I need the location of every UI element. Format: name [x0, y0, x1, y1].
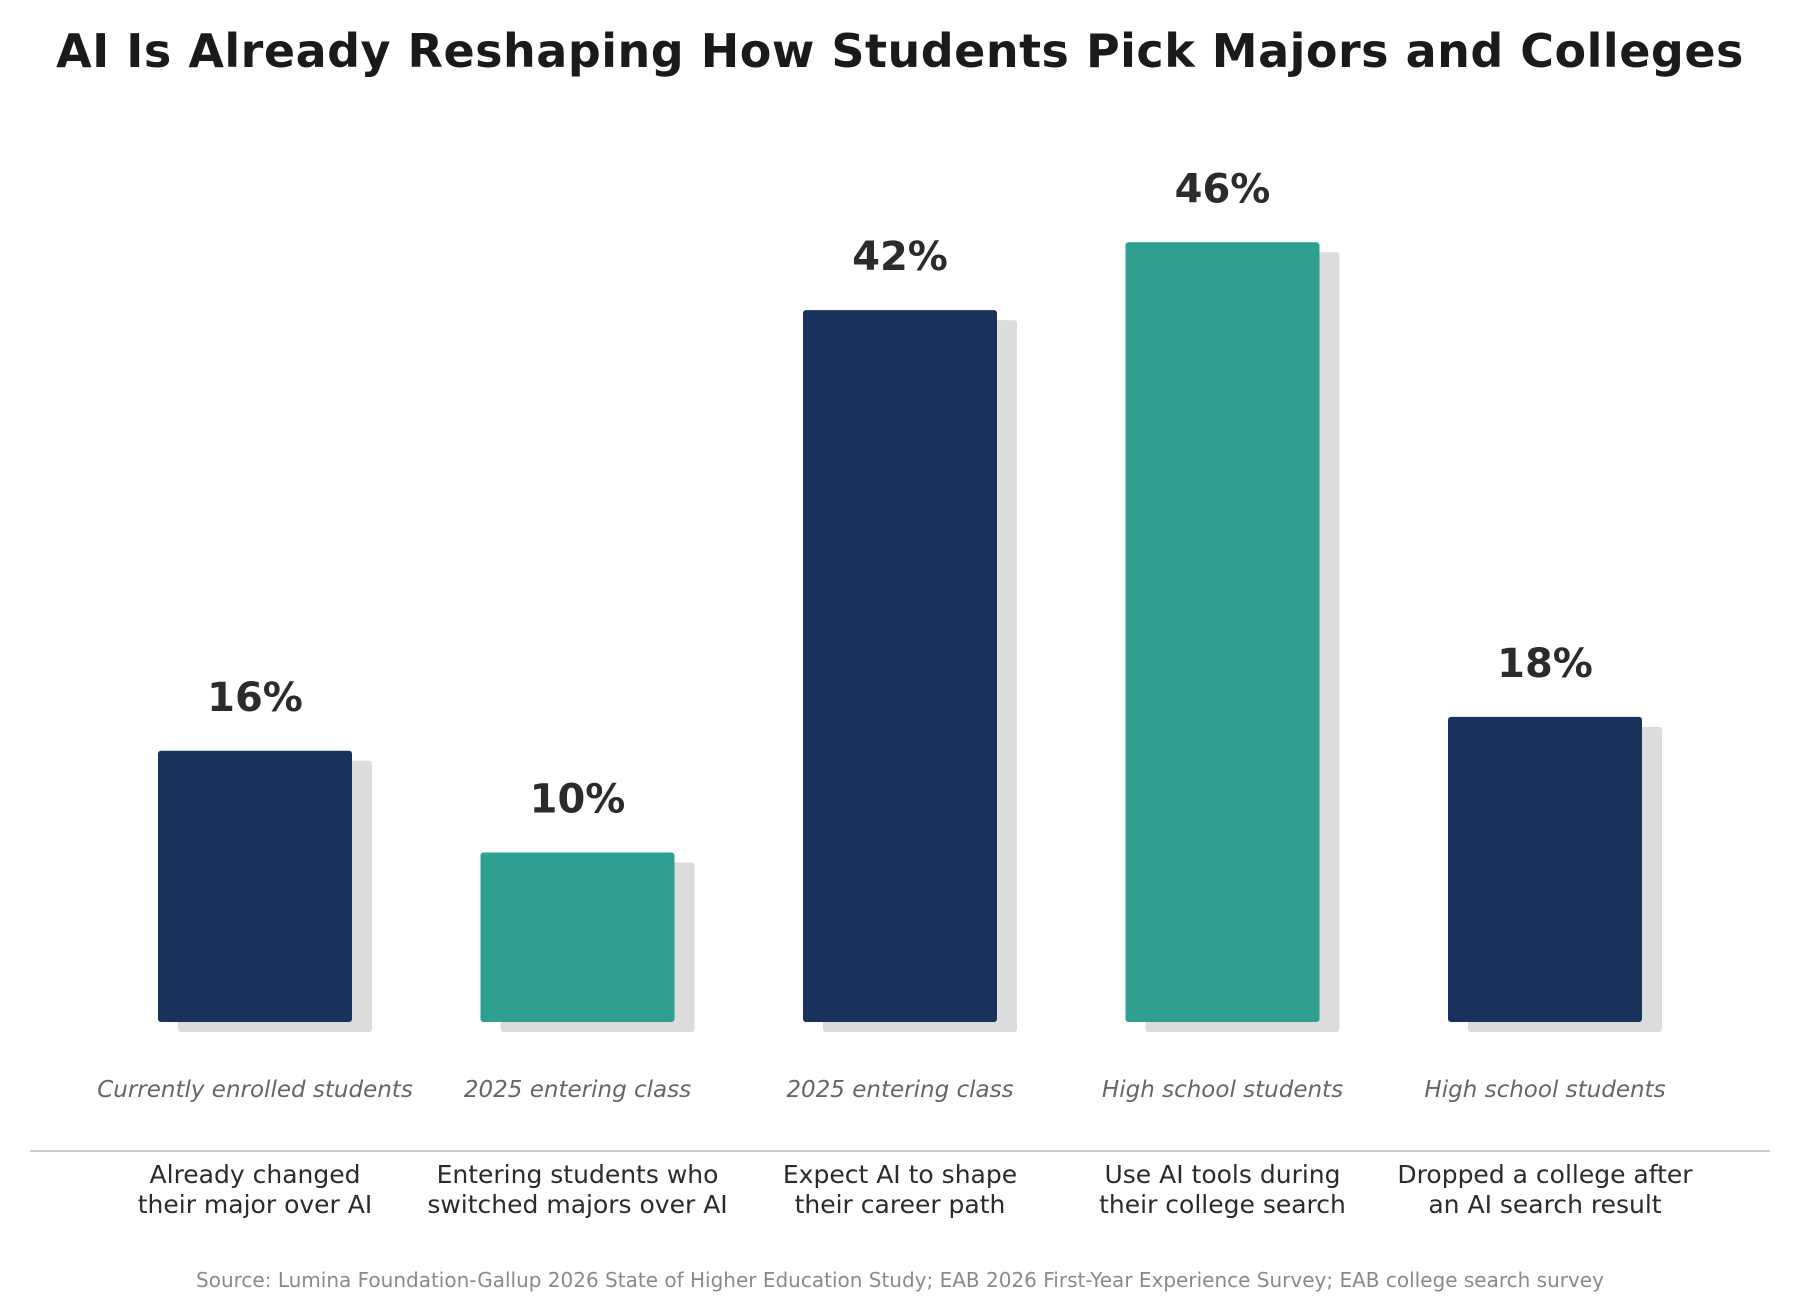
- group-label: High school students: [1424, 1077, 1665, 1103]
- category-label: Dropped a college after an AI search resu…: [1397, 1160, 1693, 1219]
- category-label-line: an AI search result: [1428, 1190, 1661, 1219]
- category-label-line: their career path: [795, 1190, 1006, 1219]
- bar: [158, 750, 352, 1022]
- category-label: Use AI tools during their college search: [1099, 1160, 1346, 1219]
- group-label: Currently enrolled students: [97, 1077, 413, 1103]
- group-labels: Currently enrolled students 2025 entering…: [97, 1077, 1665, 1103]
- category-label: Expect AI to shape their career path: [783, 1160, 1017, 1219]
- value-label: 42%: [852, 234, 948, 280]
- value-label: 10%: [530, 777, 626, 823]
- category-label-line: Expect AI to shape: [783, 1160, 1017, 1189]
- category-label-line: switched majors over AI: [427, 1190, 727, 1219]
- bar: [480, 852, 675, 1022]
- category-label-line: their major over AI: [138, 1190, 373, 1219]
- category-label: Entering students who switched majors ove…: [427, 1160, 727, 1219]
- category-labels: Already changed their major over AI Enteri…: [138, 1160, 1694, 1219]
- category-label-line: their college search: [1099, 1190, 1346, 1219]
- bar: [803, 310, 997, 1023]
- source-note: Source: Lumina Foundation-Gallup 2026 St…: [196, 1268, 1604, 1292]
- group-label: High school students: [1102, 1077, 1343, 1103]
- chart-title: AI Is Already Reshaping How Students Pic…: [56, 24, 1744, 78]
- category-label-line: Dropped a college after: [1397, 1160, 1693, 1189]
- bar: [1125, 242, 1320, 1023]
- value-label: 16%: [207, 675, 303, 721]
- value-labels: 16% 10% 42% 46% 18%: [207, 166, 1593, 822]
- value-label: 46%: [1175, 166, 1271, 212]
- bars: [158, 242, 1642, 1023]
- group-label: 2025 entering class: [786, 1077, 1013, 1103]
- category-label: Already changed their major over AI: [138, 1160, 373, 1219]
- category-label-line: Entering students who: [437, 1160, 719, 1189]
- group-label: 2025 entering class: [464, 1077, 691, 1103]
- value-label: 18%: [1497, 641, 1593, 687]
- bar: [1448, 716, 1642, 1022]
- category-label-line: Use AI tools during: [1104, 1160, 1340, 1189]
- category-label-line: Already changed: [150, 1160, 361, 1189]
